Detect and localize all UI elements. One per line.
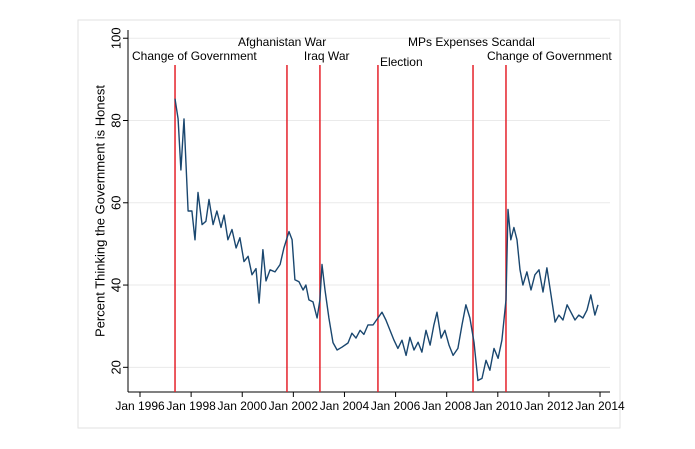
x-tick-label: Jan 2010: [473, 399, 523, 413]
event-label: Iraq War: [304, 49, 350, 63]
y-tick-label: 100: [108, 27, 123, 49]
x-tick-label: Jan 2006: [371, 399, 421, 413]
chart-frame: [77, 19, 621, 429]
y-tick-label: 80: [108, 113, 123, 127]
event-label: Change of Government: [132, 49, 257, 63]
y-tick-label: 60: [108, 196, 123, 210]
y-tick-label: 40: [108, 278, 123, 292]
x-tick-label: Jan 2004: [320, 399, 370, 413]
x-tick-label: Jan 1996: [115, 399, 165, 413]
event-label: MPs Expenses Scandal: [408, 35, 535, 49]
event-label: Afghanistan War: [238, 35, 326, 49]
x-tick-label: Jan 2008: [422, 399, 472, 413]
x-tick-label: Jan 1998: [166, 399, 216, 413]
x-tick-label: Jan 2000: [218, 399, 268, 413]
y-axis-label: Percent Thinking the Government is Hones…: [92, 85, 107, 337]
x-tick-label: Jan 2002: [269, 399, 319, 413]
x-tick-label: Jan 2012: [524, 399, 574, 413]
event-label: Election: [380, 55, 423, 69]
data-line: [174, 98, 599, 382]
event-label: Change of Government: [487, 49, 612, 63]
x-tick-label: Jan 2014: [575, 399, 625, 413]
y-tick-label: 20: [108, 360, 123, 374]
